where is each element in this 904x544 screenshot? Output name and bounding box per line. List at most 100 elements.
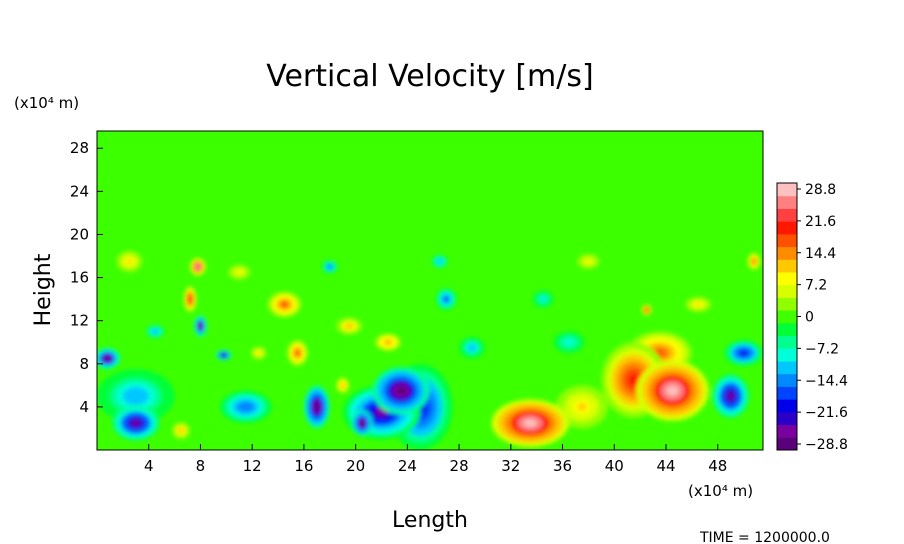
x-tick-label: 12 [243, 457, 262, 475]
field-feature [322, 260, 338, 274]
y-tick-label: 12 [70, 312, 89, 330]
plot-frame [96, 130, 764, 451]
field-contour [257, 351, 260, 355]
colorbar-swatch [777, 195, 797, 209]
y-tick-label: 8 [79, 355, 89, 373]
field-feature [431, 254, 448, 268]
field-feature [97, 347, 121, 370]
field-feature [747, 252, 761, 271]
x-tick-label: 32 [501, 457, 520, 475]
colorbar-swatch [777, 399, 797, 413]
field-feature [146, 324, 165, 338]
field-feature [375, 333, 401, 351]
colorbar-swatch [777, 272, 797, 286]
colorbar-swatch [777, 183, 797, 197]
colorbar-swatch [777, 297, 797, 311]
field-contour [347, 324, 352, 328]
field-feature [112, 405, 160, 441]
y-tick-label: 4 [79, 398, 89, 416]
colorbar-swatch [777, 361, 797, 375]
field-feature [435, 288, 457, 310]
field-feature [724, 340, 763, 366]
colorbar-swatch [777, 411, 797, 426]
field-feature [336, 377, 350, 393]
field-feature [172, 421, 191, 440]
x-axis-title: Length [392, 508, 468, 533]
colorbar-tick-label: 28.8 [805, 182, 836, 198]
field-contour [385, 340, 391, 344]
field-contour [129, 391, 143, 401]
x-unit-label: (x10⁴ m) [688, 482, 753, 500]
field-feature [459, 336, 485, 359]
field-contour [196, 265, 200, 269]
velocity-field [97, 250, 763, 450]
x-tick-label: 28 [450, 457, 469, 475]
field-contour [577, 403, 587, 411]
y-tick-label: 28 [70, 139, 89, 157]
field-contour [586, 259, 591, 263]
y-tick-label: 20 [70, 225, 89, 243]
field-feature [215, 349, 232, 361]
field-contour [727, 392, 734, 400]
colorbar-swatch [777, 310, 797, 324]
colorbar-tick-label: −21.6 [805, 405, 848, 421]
field-contour [438, 260, 441, 263]
field-feature [267, 291, 302, 318]
field-feature [575, 252, 602, 271]
field-feature [491, 399, 570, 447]
colorbar-swatch [777, 233, 797, 248]
field-contour [752, 259, 756, 263]
colorbar-swatch [777, 284, 797, 298]
x-tick-label: 44 [656, 457, 675, 475]
x-tick-label: 4 [144, 457, 154, 475]
field-contour [241, 404, 251, 410]
x-tick-label: 24 [398, 457, 417, 475]
colorbar-swatch [777, 322, 797, 337]
field-feature [351, 410, 373, 436]
field-contour [328, 265, 332, 268]
field-feature [532, 290, 554, 308]
colorbar-swatch [777, 259, 797, 273]
field-contour [105, 356, 110, 361]
field-contour [566, 340, 572, 345]
field-feature [219, 390, 272, 424]
field-contour [237, 270, 242, 274]
field-feature [553, 331, 585, 354]
x-tick-label: 40 [605, 457, 624, 475]
x-tick-label: 48 [708, 457, 727, 475]
field-contour [199, 324, 202, 328]
colorbar-tick-label: 0 [805, 310, 814, 326]
field-contour [222, 354, 226, 357]
field-contour [740, 350, 747, 356]
field-contour [523, 419, 537, 428]
x-axis: 4 8 12 16 20 24 28 32 36 40 44 48 [144, 444, 727, 475]
field-contour [131, 420, 140, 426]
y-axis-title: Height [31, 253, 56, 326]
x-tick-label: 8 [196, 457, 206, 475]
x-tick-label: 20 [346, 457, 365, 475]
field-contour [396, 386, 406, 395]
plot-area [96, 130, 764, 451]
y-tick-label: 24 [70, 182, 89, 200]
field-contour [314, 403, 319, 411]
field-contour [645, 309, 648, 311]
field-contour [666, 385, 679, 396]
y-axis: 4 8 12 16 20 24 28 [70, 139, 103, 416]
colorbar-swatch [777, 208, 797, 222]
field-contour [281, 302, 288, 307]
time-label: TIME = 1200000.0 [699, 530, 830, 544]
field-contour [628, 373, 640, 387]
field-feature [685, 296, 712, 313]
field-feature [372, 367, 430, 415]
colorbar [776, 182, 798, 451]
colorbar-swatch [777, 386, 797, 400]
colorbar-tick-label: 21.6 [805, 214, 836, 230]
field-feature [287, 340, 308, 366]
field-feature [116, 250, 143, 273]
field-contour [153, 330, 157, 333]
colorbar-swatch [777, 335, 797, 349]
field-contour [469, 345, 475, 350]
colorbar-tick-label: 14.4 [805, 246, 836, 262]
field-contour [360, 420, 364, 426]
chart-title: Vertical Velocity [m/s] [266, 59, 593, 94]
